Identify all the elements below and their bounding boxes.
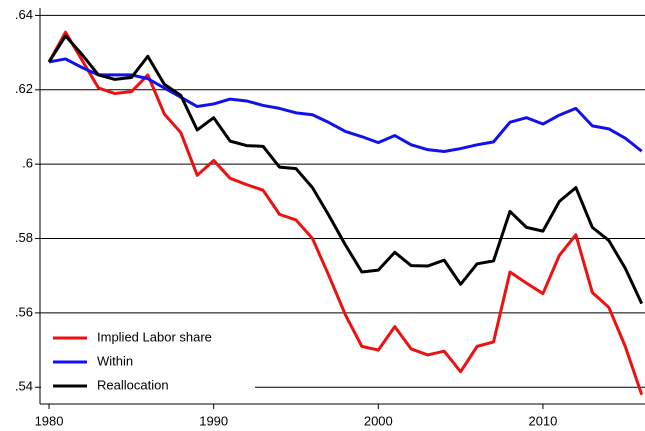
y-tick-label: .64	[15, 7, 33, 22]
legend-label: Within	[97, 353, 133, 368]
x-tick-label: 1980	[35, 413, 64, 428]
y-tick-label: .56	[15, 304, 33, 319]
line	[47, 30, 644, 396]
legend-label: Reallocation	[97, 377, 169, 392]
y-tick-label: .6	[22, 156, 33, 171]
y-tick-label: .54	[15, 379, 33, 394]
x-tick-label: 1990	[199, 413, 228, 428]
y-tick-label: .62	[15, 81, 33, 96]
line	[47, 34, 644, 305]
legend-box	[41, 322, 255, 396]
line	[48, 57, 643, 154]
x-tick-label: 2000	[364, 413, 393, 428]
legend-label: Implied Labor share	[97, 329, 212, 344]
y-tick-label: .58	[15, 230, 33, 245]
x-tick-label: 2010	[528, 413, 557, 428]
